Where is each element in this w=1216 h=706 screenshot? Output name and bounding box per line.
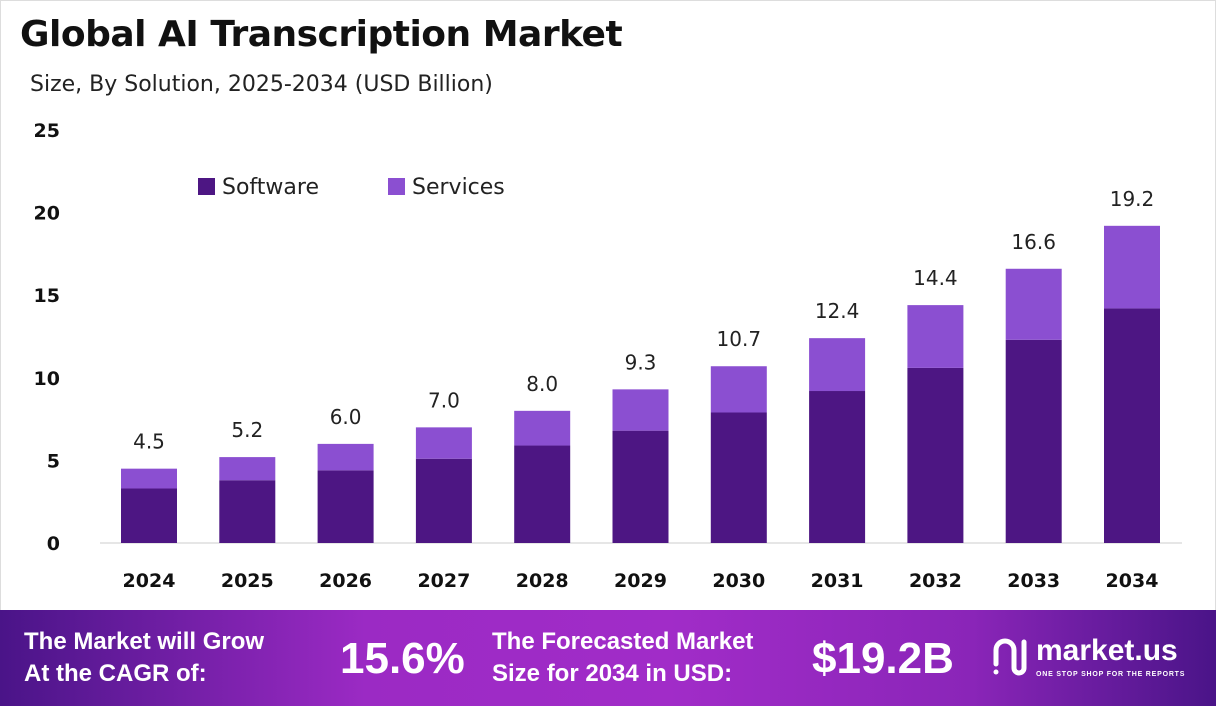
bar-software — [710, 412, 767, 543]
total-label: 4.5 — [133, 430, 165, 454]
x-tick-label: 2029 — [614, 570, 667, 592]
total-label: 12.4 — [815, 299, 860, 323]
cagr-label-line2: At the CAGR of: — [24, 660, 207, 687]
bar-services — [121, 468, 177, 489]
legend-label-services: Services — [412, 175, 505, 200]
chart-title: Global AI Transcription Market — [20, 14, 623, 55]
bar-services — [907, 305, 964, 368]
bar-software — [809, 391, 866, 543]
bar-services — [415, 427, 472, 459]
bar-software — [1005, 339, 1062, 543]
bar-services — [1005, 268, 1062, 340]
logo-name: market.us — [1036, 634, 1178, 667]
bar-software — [907, 367, 964, 543]
bar-services — [317, 443, 374, 471]
x-tick-label: 2031 — [811, 570, 864, 592]
cagr-label: The Market will Grow At the CAGR of: — [24, 626, 264, 690]
bar-software — [219, 480, 276, 543]
y-tick-label: 25 — [34, 120, 60, 142]
x-tick-label: 2032 — [909, 570, 962, 592]
x-tick-label: 2034 — [1106, 570, 1159, 592]
logo-tagline: ONE STOP SHOP FOR THE REPORTS — [1036, 671, 1186, 678]
forecast-label-line2: Size for 2034 in USD: — [492, 660, 733, 687]
x-tick-label: 2027 — [417, 570, 470, 592]
y-tick-label: 20 — [34, 203, 60, 225]
bar-services — [1104, 225, 1160, 309]
total-label: 19.2 — [1110, 187, 1155, 211]
y-tick-label: 5 — [47, 450, 60, 472]
chart-subtitle: Size, By Solution, 2025-2034 (USD Billio… — [30, 72, 493, 97]
total-label: 8.0 — [526, 372, 558, 396]
x-tick-label: 2024 — [123, 570, 176, 592]
total-label: 7.0 — [428, 388, 460, 412]
cagr-value: 15.6% — [340, 634, 465, 683]
forecast-label-line1: The Forecasted Market — [492, 628, 754, 655]
bar-services — [809, 338, 866, 392]
logo-icon — [993, 638, 1027, 676]
bar-software — [121, 488, 177, 543]
cagr-label-line1: The Market will Grow — [24, 628, 265, 655]
total-label: 6.0 — [330, 405, 362, 429]
legend-swatch-software — [198, 178, 215, 195]
x-tick-label: 2030 — [712, 570, 765, 592]
bar-services — [612, 389, 669, 431]
legend-label-software: Software — [222, 175, 319, 200]
bar-services — [514, 410, 571, 446]
bar-software — [1104, 308, 1160, 543]
bar-software — [317, 470, 374, 543]
x-tick-label: 2025 — [221, 570, 274, 592]
bar-software — [415, 458, 472, 543]
total-label: 10.7 — [717, 327, 762, 351]
y-tick-label: 10 — [34, 368, 60, 390]
legend-swatch-services — [388, 178, 405, 195]
x-tick-label: 2026 — [319, 570, 372, 592]
forecast-label: The Forecasted Market Size for 2034 in U… — [492, 626, 753, 690]
y-tick-label: 15 — [34, 285, 60, 307]
total-label: 9.3 — [625, 350, 657, 374]
x-tick-label: 2033 — [1007, 570, 1060, 592]
total-label: 5.2 — [231, 418, 263, 442]
bar-chart: 05101520254.520245.220256.020267.020278.… — [34, 120, 1182, 592]
bar-software — [612, 430, 669, 543]
y-tick-label: 0 — [47, 533, 60, 555]
market-us-logo: market.us ONE STOP SHOP FOR THE REPORTS — [992, 634, 1184, 683]
bar-services — [219, 457, 276, 481]
bar-services — [710, 366, 767, 413]
bar-software — [514, 445, 571, 543]
total-label: 14.4 — [913, 266, 958, 290]
total-label: 16.6 — [1011, 230, 1056, 254]
footer-banner: The Market will Grow At the CAGR of: 15.… — [0, 610, 1216, 706]
forecast-value: $19.2B — [812, 634, 954, 683]
x-tick-label: 2028 — [516, 570, 569, 592]
